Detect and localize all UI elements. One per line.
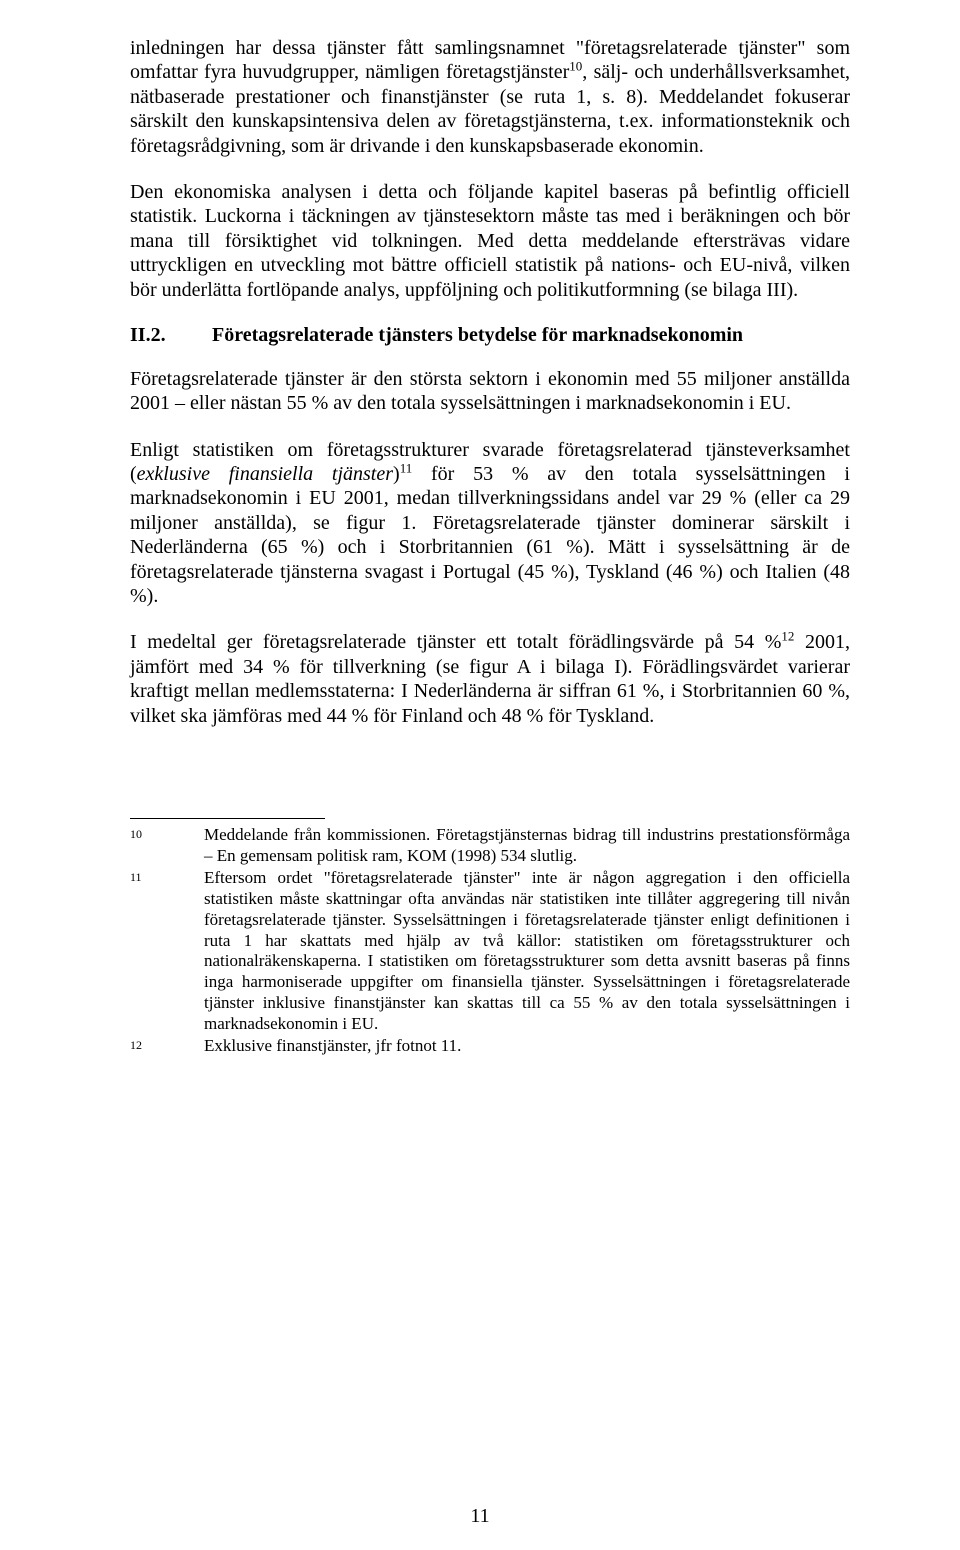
footnote-10-num: 10 — [130, 825, 204, 866]
page-number: 11 — [0, 1505, 960, 1528]
footnote-ref-10: 10 — [569, 59, 582, 74]
footnote-12-num: 12 — [130, 1036, 204, 1057]
value-added-paragraph: I medeltal ger företagsrelaterade tjänst… — [130, 630, 850, 728]
section-heading: II.2. Företagsrelaterade tjänsters betyd… — [130, 324, 850, 347]
footnote-11-text: Eftersom ordet "företagsrelaterade tjäns… — [204, 868, 850, 1034]
page: inledningen har dessa tjänster fått saml… — [0, 0, 960, 1550]
footnote-12: 12 Exklusive finanstjänster, jfr fotnot … — [130, 1036, 850, 1057]
footnote-11-num: 11 — [130, 868, 204, 1034]
footnote-ref-12: 12 — [781, 629, 794, 644]
footnote-11: 11 Eftersom ordet "företagsrelaterade tj… — [130, 868, 850, 1034]
sector-size-paragraph: Företagsrelaterade tjänster är den störs… — [130, 367, 850, 416]
p4-italic: exklusive finansiella tjänster — [137, 463, 393, 485]
footnote-10: 10 Meddelande från kommissionen. Företag… — [130, 825, 850, 866]
section-number: II.2. — [130, 324, 212, 347]
footnote-separator — [130, 818, 325, 819]
statistics-paragraph: Enligt statistiken om företagsstrukturer… — [130, 438, 850, 609]
footnote-12-text: Exklusive finanstjänster, jfr fotnot 11. — [204, 1036, 850, 1057]
section-title: Företagsrelaterade tjänsters betydelse f… — [212, 324, 850, 347]
footnote-ref-11: 11 — [400, 460, 413, 475]
intro-paragraph-continued: inledningen har dessa tjänster fått saml… — [130, 36, 850, 158]
p5-part-a: I medeltal ger företagsrelaterade tjänst… — [130, 631, 781, 653]
footnote-10-text: Meddelande från kommissionen. Företagstj… — [204, 825, 850, 866]
footnotes: 10 Meddelande från kommissionen. Företag… — [130, 825, 850, 1057]
analysis-paragraph: Den ekonomiska analysen i detta och följ… — [130, 180, 850, 302]
p4-part-b: ) — [393, 463, 400, 485]
